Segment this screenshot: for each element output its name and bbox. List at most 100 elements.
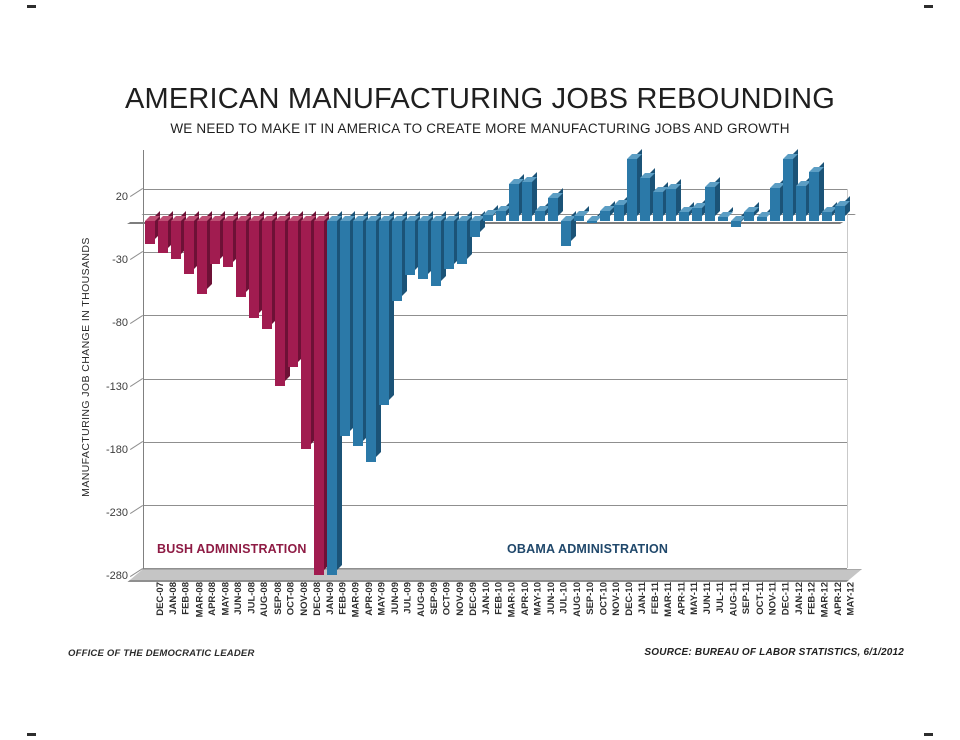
x-tick-label: SEP-08: [272, 582, 284, 615]
bar-FEB-10: [483, 204, 499, 221]
bar-face: [235, 221, 246, 297]
x-tick-label: SEP-11: [741, 582, 753, 615]
bar-face: [405, 221, 416, 276]
gridline: [143, 441, 847, 443]
bar-face: [418, 221, 429, 280]
y-tick-label: -80: [112, 317, 128, 330]
bar-face: [248, 221, 259, 319]
x-tick-label: OCT-10: [597, 582, 609, 616]
gridline: [143, 378, 847, 380]
x-tick-label: SEP-09: [428, 582, 440, 615]
x-tick-label: OCT-08: [285, 582, 297, 616]
bar-MAR-11: [652, 181, 668, 221]
x-tick-label: JAN-08: [168, 582, 180, 615]
x-tick-label: MAR-09: [350, 582, 362, 618]
bar-face: [704, 186, 715, 221]
bar-NOV-08: [287, 211, 303, 367]
bar-face: [626, 158, 637, 221]
x-tick-label: JUN-09: [389, 582, 401, 615]
x-tick-label: MAR-10: [506, 582, 518, 618]
bar-face: [652, 191, 663, 221]
x-tick-label: DEC-07: [155, 582, 166, 616]
bar-AUG-08: [248, 211, 264, 319]
bar-face: [769, 188, 780, 221]
bar-face: [613, 204, 624, 221]
bar-face: [730, 221, 741, 228]
bar-face: [717, 217, 728, 221]
bar-DEC-11: [769, 178, 785, 221]
bar-JUN-09: [379, 211, 394, 405]
bar-JAN-09: [313, 211, 329, 576]
x-tick-label: NOV-11: [767, 582, 779, 616]
x-tick-label: JAN-12: [793, 582, 805, 615]
bar-SEP-10: [574, 205, 590, 221]
bar-APR-08: [196, 211, 212, 295]
y-axis-title: MANUFACTURING JOB CHANGE IN THOUSANDS: [80, 237, 92, 497]
bar-face: [795, 185, 806, 221]
corner-mark: [924, 733, 933, 736]
bar-face: [431, 221, 442, 286]
bar-FEB-09: [326, 211, 342, 576]
chart-title: AMERICAN MANUFACTURING JOBS REBOUNDING: [124, 83, 836, 115]
bar-MAY-11: [678, 202, 694, 221]
x-tick-label: APR-12: [832, 582, 844, 616]
bar-FEB-12: [795, 175, 811, 221]
x-tick-label: DEC-10: [624, 582, 635, 616]
bar-OCT-09: [431, 211, 447, 286]
x-tick-label: JUL-08: [246, 582, 258, 614]
x-tick-label: JUL-11: [715, 582, 727, 614]
x-tick-label: MAR-12: [819, 582, 831, 618]
bar-JUN-08: [222, 211, 238, 267]
x-tick-label: AUG-10: [571, 582, 583, 617]
bar-SEP-11: [730, 211, 746, 228]
bar-face: [535, 210, 546, 221]
y-tick-label: -180: [105, 443, 128, 456]
right-wall-edge: [846, 188, 848, 569]
x-tick-label: MAY-11: [689, 582, 701, 615]
bar-face: [261, 221, 272, 329]
bar-face: [782, 158, 793, 221]
x-tick-label: MAR-11: [663, 582, 675, 617]
bar-SEP-08: [261, 211, 277, 329]
bar-face: [365, 221, 376, 462]
axis-tick: [129, 378, 143, 388]
bar-face: [183, 221, 194, 275]
bar-APR-11: [665, 179, 681, 221]
bar-face: [600, 210, 611, 221]
bar-AUG-11: [717, 207, 733, 221]
bar-OCT-08: [274, 211, 290, 386]
bar-face: [392, 221, 403, 301]
axis-tick: [129, 441, 143, 451]
bar-APR-10: [509, 174, 525, 221]
bar-DEC-09: [457, 211, 473, 265]
x-tick-label: JAN-10: [480, 582, 492, 615]
bar-face: [144, 221, 155, 244]
x-tick-label: OCT-09: [441, 582, 453, 616]
x-tick-label: AUG-09: [415, 582, 427, 617]
y-tick-label: -230: [105, 507, 128, 520]
bar-JUL-08: [235, 211, 251, 297]
x-tick-label: JAN-11: [637, 582, 649, 615]
x-tick-label: FEB-09: [337, 582, 349, 615]
bar-face: [821, 212, 832, 221]
bar-face: [287, 221, 298, 367]
x-tick-label: FEB-08: [181, 582, 193, 615]
x-tick-label: JUN-08: [233, 582, 245, 615]
x-tick-label: JUN-11: [702, 582, 714, 615]
bar-OCT-11: [743, 202, 759, 221]
y-tick-label: 20: [115, 190, 128, 203]
bar-NOV-09: [444, 211, 460, 270]
bar-JAN-10: [470, 211, 486, 238]
bar-APR-12: [821, 202, 837, 221]
bar-face: [678, 212, 689, 221]
x-tick-label: DEC-08: [311, 582, 323, 616]
bar-face: [274, 221, 285, 386]
bar-DEC-10: [613, 194, 629, 221]
corner-mark: [27, 733, 36, 736]
bar-JUL-11: [704, 176, 720, 221]
bar-JUN-11: [691, 198, 707, 221]
bar-MAY-08: [209, 211, 225, 265]
bar-face: [222, 221, 233, 267]
gridline: [143, 188, 847, 190]
y-tick-label: -280: [105, 570, 128, 583]
